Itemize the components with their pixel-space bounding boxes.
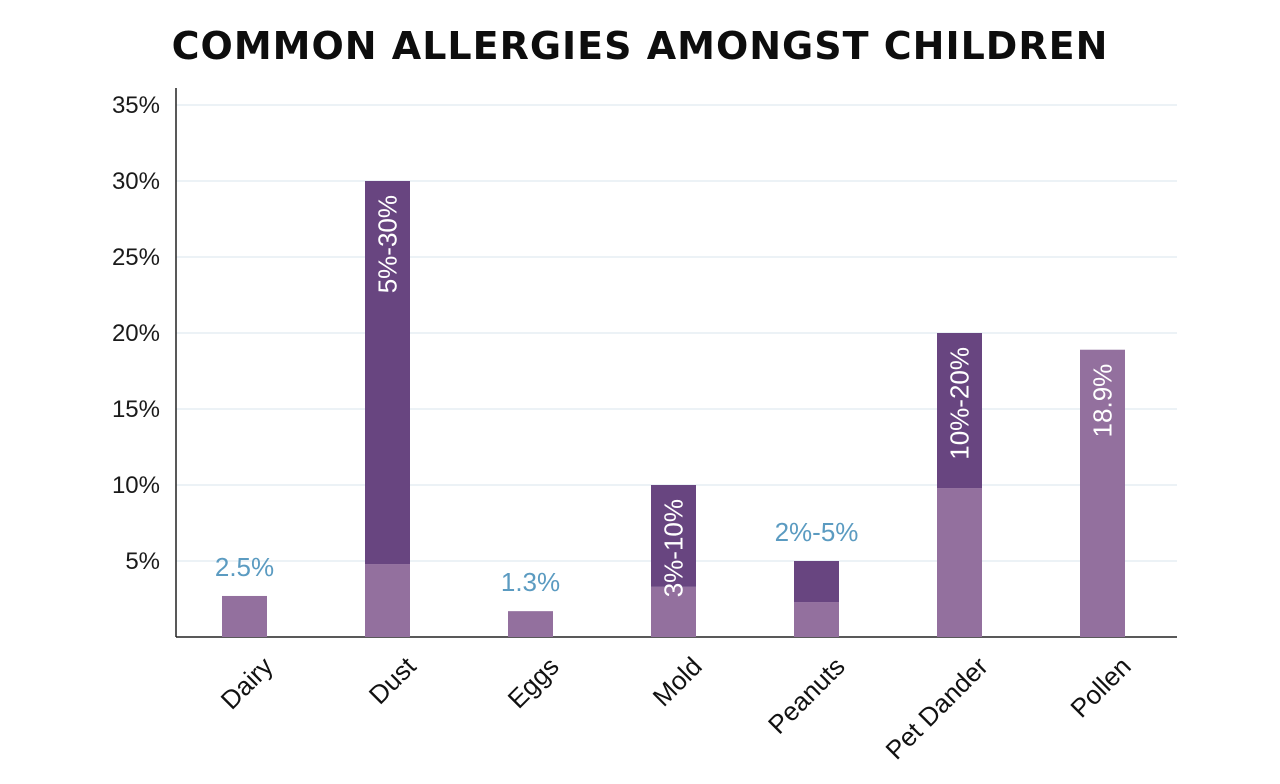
bar-segment-range: [365, 181, 410, 565]
data-label: 10%-20%: [945, 347, 975, 460]
data-label: 2.5%: [215, 552, 274, 582]
bar-segment-low: [937, 488, 982, 637]
x-tick-label: Pollen: [1064, 651, 1136, 723]
bar-segment-low: [222, 595, 267, 637]
data-label: 1.3%: [501, 567, 560, 597]
bar-segment-low: [794, 602, 839, 637]
bar-segment-low: [1080, 349, 1125, 637]
y-tick-label: 25%: [112, 244, 160, 271]
data-label: 2%-5%: [775, 517, 859, 547]
bar-segment-low: [508, 611, 553, 637]
x-tick-label: Dairy: [215, 651, 279, 715]
bar-segment-range: [794, 561, 839, 603]
data-label: 3%-10%: [659, 499, 689, 597]
x-tick-label: Eggs: [502, 651, 565, 714]
data-label: 18.9%: [1088, 364, 1118, 438]
y-tick-label: 30%: [112, 168, 160, 195]
y-tick-label: 35%: [112, 92, 160, 119]
bar-segment-range: [651, 485, 696, 587]
x-tick-label: Mold: [647, 651, 708, 712]
chart-title: COMMON ALLERGIES AMONGST CHILDREN: [171, 24, 1109, 68]
y-tick-label: 15%: [112, 396, 160, 423]
x-tick-label: Dust: [363, 650, 423, 710]
x-tick-label: Peanuts: [762, 651, 851, 740]
bar-segment-low: [651, 586, 696, 637]
y-tick-label: 20%: [112, 320, 160, 347]
bar-segment-low: [365, 564, 410, 637]
y-tick-label: 10%: [112, 472, 160, 499]
bar-segment-range: [937, 333, 982, 489]
data-label: 5%-30%: [373, 195, 403, 293]
y-tick-label: 5%: [125, 548, 160, 575]
x-tick-label: Pet Dander: [880, 651, 994, 765]
